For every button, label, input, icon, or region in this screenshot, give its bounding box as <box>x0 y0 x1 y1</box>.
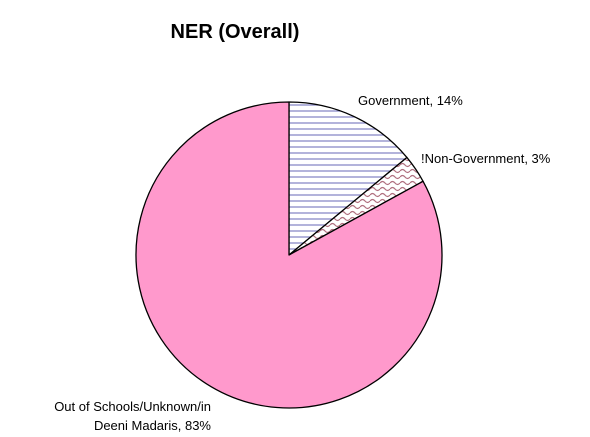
slice-label-3: Out of Schools/Unknown/in Deeni Madaris, … <box>54 399 211 433</box>
pie-slices <box>135 101 443 409</box>
chart-title: NER (Overall) <box>171 21 300 43</box>
pie-slice-3 <box>135 101 443 409</box>
pie-slice-1 <box>288 101 408 256</box>
slice-label-1: Government, 14% <box>358 93 463 108</box>
pie-labels: Government, 14% !Non-Government, 3% Out of… <box>54 93 551 433</box>
slice-label-2: !Non-Government, 3% <box>421 151 551 166</box>
